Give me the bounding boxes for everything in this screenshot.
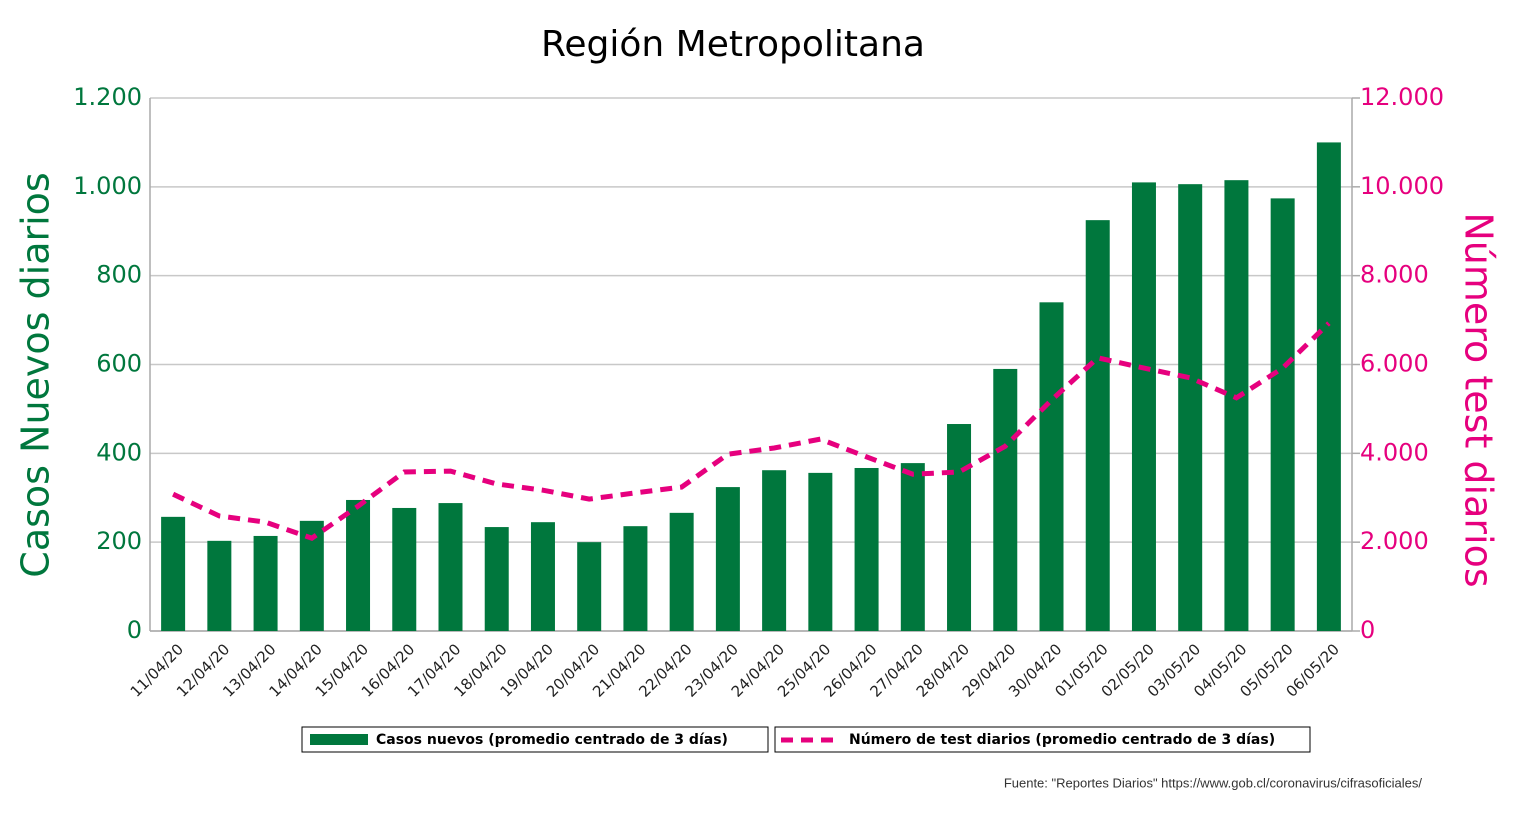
- bar: [669, 512, 694, 631]
- y2-tick-label: 0: [1360, 616, 1375, 644]
- bar: [161, 516, 186, 631]
- y-tick-label: 800: [96, 261, 142, 289]
- y2-tick-label: 12.000: [1360, 83, 1444, 111]
- bar: [438, 503, 463, 631]
- y-axis-title: Casos Nuevos diarios: [14, 172, 58, 577]
- bar: [530, 522, 555, 631]
- legend-label: Casos nuevos (promedio centrado de 3 día…: [376, 732, 728, 748]
- bar: [854, 467, 879, 631]
- bar: [207, 540, 232, 631]
- bar: [1178, 184, 1203, 631]
- y2-axis-title: Número test diarios: [1457, 212, 1501, 587]
- bar: [1039, 302, 1064, 631]
- legend-swatch: [310, 734, 368, 745]
- y-tick-label: 400: [96, 438, 142, 466]
- bar: [1224, 180, 1249, 631]
- bar: [900, 463, 925, 631]
- legend-box: [301, 726, 769, 753]
- bar: [392, 507, 417, 631]
- source-note: Fuente: "Reportes Diarios" https://www.g…: [1004, 775, 1423, 790]
- bar: [715, 487, 740, 631]
- bar: [253, 535, 278, 631]
- legend-label: Número de test diarios (promedio centrad…: [849, 732, 1275, 748]
- y-tick-label: 200: [96, 527, 142, 555]
- bar: [762, 470, 787, 631]
- bar: [808, 472, 833, 631]
- bar: [1085, 220, 1110, 632]
- y2-tick-label: 10.000: [1360, 172, 1444, 200]
- y-tick-label: 1.200: [73, 83, 142, 111]
- y2-tick-label: 4.000: [1360, 438, 1429, 466]
- y-tick-label: 600: [96, 350, 142, 378]
- y-tick-label: 0: [127, 616, 142, 644]
- bar: [1270, 198, 1295, 632]
- bar: [1131, 182, 1156, 631]
- bar: [346, 499, 371, 631]
- y-tick-label: 1.000: [73, 172, 142, 200]
- legend-box: [774, 726, 1311, 753]
- chart-title: Región Metropolitana: [541, 24, 925, 65]
- bar: [993, 368, 1018, 631]
- y2-tick-label: 2.000: [1360, 527, 1429, 555]
- bar: [1316, 142, 1341, 631]
- bar: [577, 542, 602, 631]
- y2-tick-label: 8.000: [1360, 261, 1429, 289]
- y2-tick-label: 6.000: [1360, 350, 1429, 378]
- bar: [947, 424, 972, 631]
- line: [172, 321, 1331, 541]
- bar: [623, 526, 648, 631]
- bar: [484, 527, 509, 631]
